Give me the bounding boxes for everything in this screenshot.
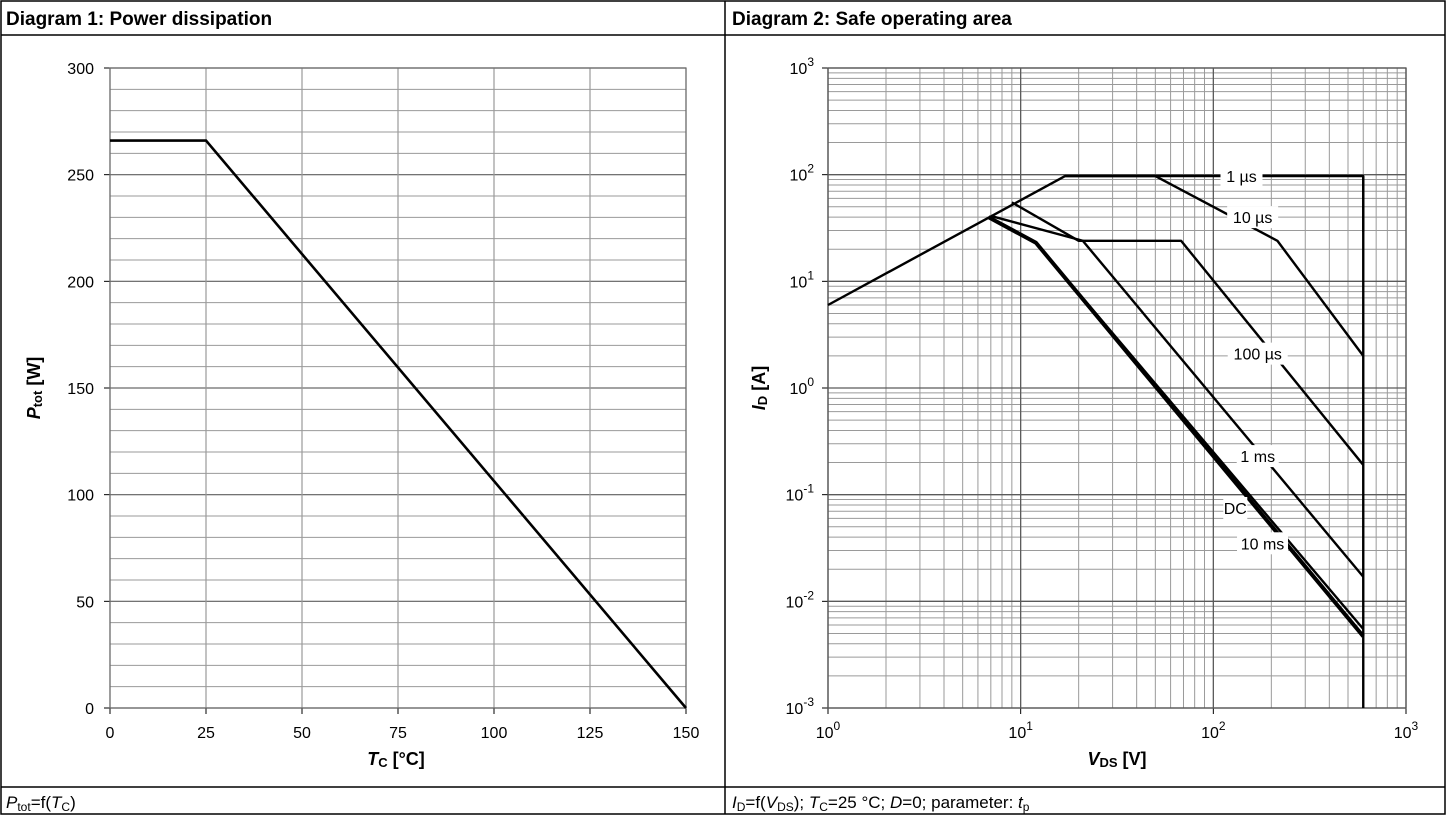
y-tick-label: 103 [790, 55, 815, 78]
x-tick-label: 50 [293, 725, 311, 742]
chart1-ylabel: Ptot [W] [24, 357, 45, 420]
curve-label: 1 ms [1236, 445, 1279, 468]
safe-operating-area-chart: 100 101 102 103 10-3 10-2 10-1 100 101 102 103 1 µ… [749, 55, 1419, 770]
x-tick-label: 100 [816, 719, 841, 742]
y-tick-label: 101 [790, 268, 815, 291]
soa-curve-DC [987, 215, 1365, 638]
curve-label-text: 1 µs [1226, 169, 1257, 186]
y-tick-label: 0 [85, 701, 94, 718]
y-tick-label: 100 [790, 375, 815, 398]
chart2-series [827, 174, 1365, 708]
curve-label: 10 µs [1227, 206, 1279, 229]
y-tick-label: 100 [67, 488, 94, 505]
curve-label-text: DC [1224, 501, 1247, 518]
curve-label-text: 1 ms [1240, 449, 1275, 466]
power-dissipation-chart: 0 50 100 150 200 250 300 0 25 50 75 100 125 150 TC [°… [24, 61, 699, 770]
x-tick-label: 102 [1201, 719, 1226, 742]
curve-label-bg [1237, 532, 1289, 555]
y-tick-label: 150 [67, 381, 94, 398]
chart2-ylabel: ID [A] [749, 366, 770, 410]
curve-label: 100 µs [1227, 342, 1288, 365]
y-tick-label: 200 [67, 274, 94, 291]
plot-area-border [827, 67, 1407, 709]
curve-label-bg [1223, 496, 1248, 519]
curve-label: 10 ms [1237, 532, 1289, 555]
diagram1-caption: Ptot=f(TC) [6, 793, 76, 814]
curve-label-bg [1220, 165, 1263, 188]
power-curve [110, 139, 687, 709]
soa-curve-10-us [1065, 174, 1365, 357]
x-tick-label: 103 [1394, 719, 1419, 742]
y-tick-label: 300 [67, 61, 94, 78]
curve-label: 1 µs [1220, 165, 1263, 188]
chart2-xlabel: VDS [V] [1087, 749, 1146, 770]
chart1-xlabel: TC [°C] [367, 749, 425, 770]
curve-label-text: 10 ms [1241, 536, 1285, 553]
y-tick-label: 250 [67, 168, 94, 185]
chart2-grid [822, 67, 1407, 714]
curve-label-bg [1227, 342, 1288, 365]
chart2-annotations: 1 µs 10 µs 100 µs 1 ms DC 10 ms [1220, 165, 1289, 555]
curve-label-bg [1227, 206, 1279, 229]
diagram1-header: Diagram 1: Power dissipation [6, 9, 272, 30]
x-tick-label: 0 [106, 725, 115, 742]
x-tick-label: 125 [577, 725, 604, 742]
curve-label-text: 10 µs [1233, 210, 1272, 227]
plot-area-border [109, 67, 687, 709]
y-tick-label: 10-3 [786, 695, 815, 718]
x-tick-label: 101 [1008, 719, 1033, 742]
x-tick-label: 25 [197, 725, 215, 742]
x-tick-label: 150 [673, 725, 700, 742]
x-tick-label: 75 [389, 725, 407, 742]
chart1-tick-labels: 0 50 100 150 200 250 300 0 25 50 75 100 125 150 [67, 61, 699, 742]
curve-label-bg [1236, 445, 1279, 468]
y-tick-label: 10-1 [786, 482, 815, 505]
y-tick-label: 10-2 [786, 588, 815, 611]
chart1-series [110, 139, 687, 709]
x-tick-label: 100 [481, 725, 508, 742]
curve-label-text: 100 µs [1234, 347, 1282, 364]
chart1-grid [104, 67, 687, 714]
y-tick-label: 50 [76, 594, 94, 611]
y-tick-label: 102 [790, 162, 815, 185]
diagram2-header: Diagram 2: Safe operating area [732, 9, 1012, 30]
chart2-tick-labels: 100 101 102 103 10-3 10-2 10-1 100 101 102 103 [786, 55, 1419, 742]
diagram2-caption: ID=f(VDS); TC=25 °C; D=0; parameter: tp [732, 793, 1030, 814]
curve-label: DC [1223, 496, 1248, 519]
